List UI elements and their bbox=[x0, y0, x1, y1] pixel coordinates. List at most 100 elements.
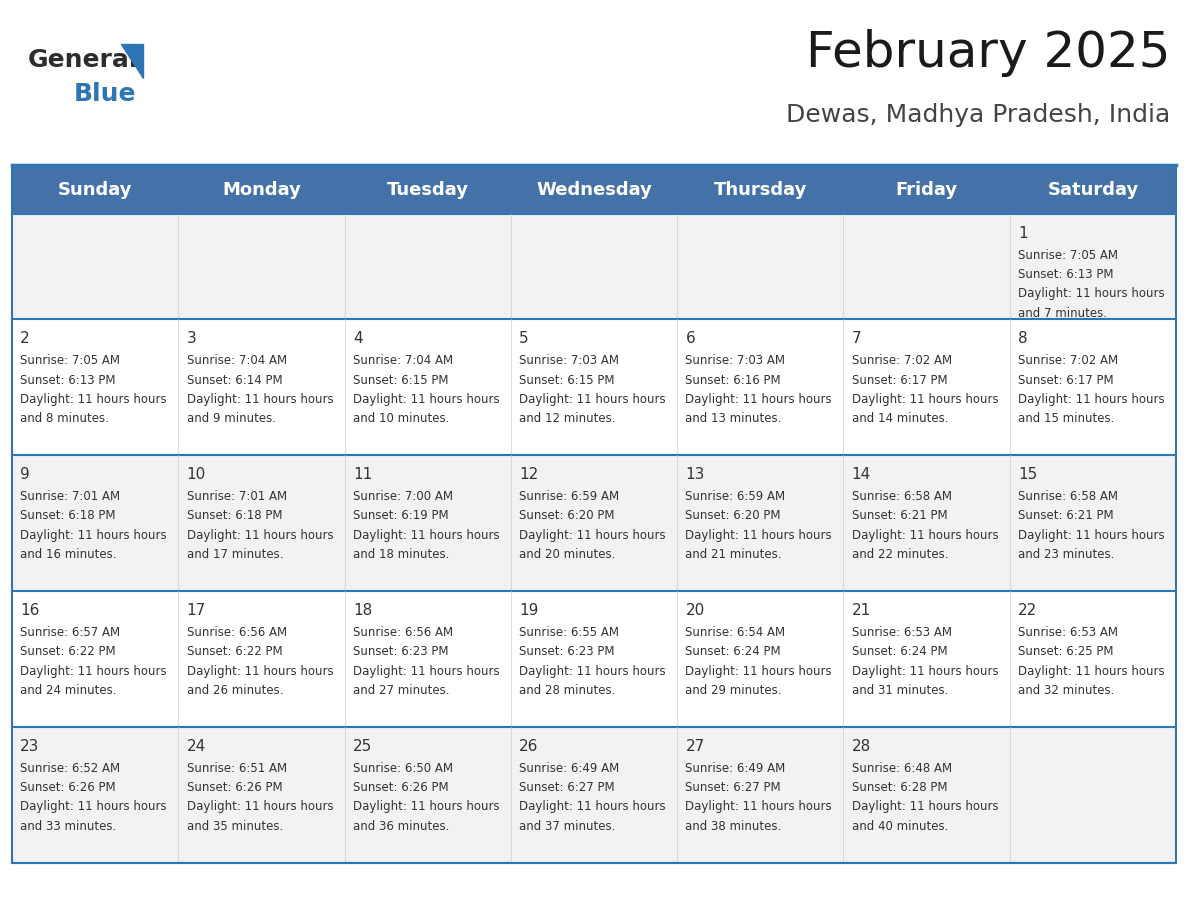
Text: Sunset: 6:18 PM: Sunset: 6:18 PM bbox=[20, 509, 115, 522]
Text: Sunset: 6:21 PM: Sunset: 6:21 PM bbox=[852, 509, 947, 522]
Text: 23: 23 bbox=[20, 739, 39, 754]
Text: Daylight: 11 hours hours: Daylight: 11 hours hours bbox=[187, 665, 333, 677]
Text: Sunrise: 6:56 AM: Sunrise: 6:56 AM bbox=[187, 626, 286, 639]
Text: Sunrise: 7:00 AM: Sunrise: 7:00 AM bbox=[353, 490, 453, 503]
Bar bbox=[12, 727, 178, 863]
Bar bbox=[12, 319, 178, 455]
Text: Sunset: 6:19 PM: Sunset: 6:19 PM bbox=[353, 509, 448, 522]
Text: February 2025: February 2025 bbox=[805, 29, 1170, 77]
Text: General: General bbox=[27, 48, 139, 72]
Text: and 37 minutes.: and 37 minutes. bbox=[519, 820, 615, 833]
Text: Sunrise: 6:49 AM: Sunrise: 6:49 AM bbox=[685, 762, 785, 775]
Text: Sunrise: 7:04 AM: Sunrise: 7:04 AM bbox=[353, 354, 453, 367]
Text: Dewas, Madhya Pradesh, India: Dewas, Madhya Pradesh, India bbox=[786, 103, 1170, 127]
Text: Sunset: 6:17 PM: Sunset: 6:17 PM bbox=[852, 374, 947, 386]
Bar bbox=[1010, 455, 1176, 591]
Polygon shape bbox=[121, 44, 143, 78]
Text: 18: 18 bbox=[353, 603, 372, 618]
Text: Blue: Blue bbox=[74, 82, 135, 106]
Text: and 28 minutes.: and 28 minutes. bbox=[519, 684, 615, 697]
Text: 24: 24 bbox=[187, 739, 206, 754]
Text: and 10 minutes.: and 10 minutes. bbox=[353, 412, 449, 425]
Text: Sunrise: 6:53 AM: Sunrise: 6:53 AM bbox=[1018, 626, 1118, 639]
Bar bbox=[345, 214, 511, 319]
Text: Sunset: 6:27 PM: Sunset: 6:27 PM bbox=[685, 781, 781, 794]
Text: Daylight: 11 hours hours: Daylight: 11 hours hours bbox=[852, 393, 998, 406]
Text: Daylight: 11 hours hours: Daylight: 11 hours hours bbox=[20, 393, 166, 406]
Text: and 29 minutes.: and 29 minutes. bbox=[685, 684, 782, 697]
Text: and 31 minutes.: and 31 minutes. bbox=[852, 684, 948, 697]
Text: 10: 10 bbox=[187, 467, 206, 482]
Bar bbox=[178, 319, 345, 455]
Text: Daylight: 11 hours hours: Daylight: 11 hours hours bbox=[685, 393, 832, 406]
Bar bbox=[843, 591, 1010, 727]
Bar bbox=[677, 727, 843, 863]
Text: Sunset: 6:15 PM: Sunset: 6:15 PM bbox=[519, 374, 614, 386]
Bar bbox=[12, 214, 178, 319]
Bar bbox=[1010, 214, 1176, 319]
Text: Sunrise: 6:59 AM: Sunrise: 6:59 AM bbox=[685, 490, 785, 503]
Text: Sunrise: 6:48 AM: Sunrise: 6:48 AM bbox=[852, 762, 952, 775]
Text: Sunset: 6:26 PM: Sunset: 6:26 PM bbox=[20, 781, 115, 794]
Text: and 38 minutes.: and 38 minutes. bbox=[685, 820, 782, 833]
Text: Sunrise: 7:03 AM: Sunrise: 7:03 AM bbox=[685, 354, 785, 367]
Text: and 12 minutes.: and 12 minutes. bbox=[519, 412, 615, 425]
Text: Sunset: 6:14 PM: Sunset: 6:14 PM bbox=[187, 374, 282, 386]
Text: Daylight: 11 hours hours: Daylight: 11 hours hours bbox=[353, 665, 499, 677]
Text: Sunset: 6:27 PM: Sunset: 6:27 PM bbox=[519, 781, 614, 794]
Bar bbox=[345, 319, 511, 455]
Text: 4: 4 bbox=[353, 331, 362, 346]
Text: and 23 minutes.: and 23 minutes. bbox=[1018, 548, 1114, 561]
Text: 1: 1 bbox=[1018, 226, 1028, 241]
Text: Daylight: 11 hours hours: Daylight: 11 hours hours bbox=[1018, 287, 1164, 300]
Text: 25: 25 bbox=[353, 739, 372, 754]
Text: Sunrise: 6:52 AM: Sunrise: 6:52 AM bbox=[20, 762, 120, 775]
Text: 16: 16 bbox=[20, 603, 39, 618]
Bar bbox=[345, 455, 511, 591]
Text: Sunrise: 6:51 AM: Sunrise: 6:51 AM bbox=[187, 762, 286, 775]
Bar bbox=[843, 214, 1010, 319]
Text: Daylight: 11 hours hours: Daylight: 11 hours hours bbox=[353, 800, 499, 813]
Text: and 35 minutes.: and 35 minutes. bbox=[187, 820, 283, 833]
Text: Sunrise: 6:58 AM: Sunrise: 6:58 AM bbox=[1018, 490, 1118, 503]
Text: Sunrise: 7:05 AM: Sunrise: 7:05 AM bbox=[20, 354, 120, 367]
Bar bbox=[677, 455, 843, 591]
Bar bbox=[1010, 591, 1176, 727]
Text: Saturday: Saturday bbox=[1048, 181, 1138, 198]
Bar bbox=[511, 455, 677, 591]
Text: Sunrise: 7:02 AM: Sunrise: 7:02 AM bbox=[852, 354, 952, 367]
Text: Sunset: 6:24 PM: Sunset: 6:24 PM bbox=[852, 645, 947, 658]
Text: Daylight: 11 hours hours: Daylight: 11 hours hours bbox=[187, 800, 333, 813]
Text: Sunset: 6:22 PM: Sunset: 6:22 PM bbox=[20, 645, 115, 658]
Text: Sunset: 6:17 PM: Sunset: 6:17 PM bbox=[1018, 374, 1113, 386]
Text: Sunrise: 7:01 AM: Sunrise: 7:01 AM bbox=[187, 490, 286, 503]
Bar bbox=[677, 319, 843, 455]
Text: and 15 minutes.: and 15 minutes. bbox=[1018, 412, 1114, 425]
Text: Sunset: 6:22 PM: Sunset: 6:22 PM bbox=[187, 645, 282, 658]
Bar bbox=[843, 319, 1010, 455]
Text: Daylight: 11 hours hours: Daylight: 11 hours hours bbox=[685, 529, 832, 542]
Text: and 33 minutes.: and 33 minutes. bbox=[20, 820, 116, 833]
Text: Sunset: 6:18 PM: Sunset: 6:18 PM bbox=[187, 509, 282, 522]
Text: 19: 19 bbox=[519, 603, 538, 618]
Text: and 14 minutes.: and 14 minutes. bbox=[852, 412, 948, 425]
Bar bbox=[178, 727, 345, 863]
Text: Sunrise: 6:54 AM: Sunrise: 6:54 AM bbox=[685, 626, 785, 639]
Text: Daylight: 11 hours hours: Daylight: 11 hours hours bbox=[685, 665, 832, 677]
Text: Daylight: 11 hours hours: Daylight: 11 hours hours bbox=[852, 665, 998, 677]
Text: Sunset: 6:25 PM: Sunset: 6:25 PM bbox=[1018, 645, 1113, 658]
Text: 20: 20 bbox=[685, 603, 704, 618]
Text: Daylight: 11 hours hours: Daylight: 11 hours hours bbox=[1018, 529, 1164, 542]
Bar bbox=[345, 591, 511, 727]
Text: Sunset: 6:23 PM: Sunset: 6:23 PM bbox=[519, 645, 614, 658]
Text: Monday: Monday bbox=[222, 181, 301, 198]
Text: Sunrise: 6:58 AM: Sunrise: 6:58 AM bbox=[852, 490, 952, 503]
Bar bbox=[12, 165, 1176, 863]
Text: Wednesday: Wednesday bbox=[536, 181, 652, 198]
Text: and 7 minutes.: and 7 minutes. bbox=[1018, 307, 1107, 319]
Text: Daylight: 11 hours hours: Daylight: 11 hours hours bbox=[852, 529, 998, 542]
Text: Thursday: Thursday bbox=[714, 181, 807, 198]
Text: Sunday: Sunday bbox=[58, 181, 132, 198]
Bar bbox=[12, 591, 178, 727]
Text: and 40 minutes.: and 40 minutes. bbox=[852, 820, 948, 833]
